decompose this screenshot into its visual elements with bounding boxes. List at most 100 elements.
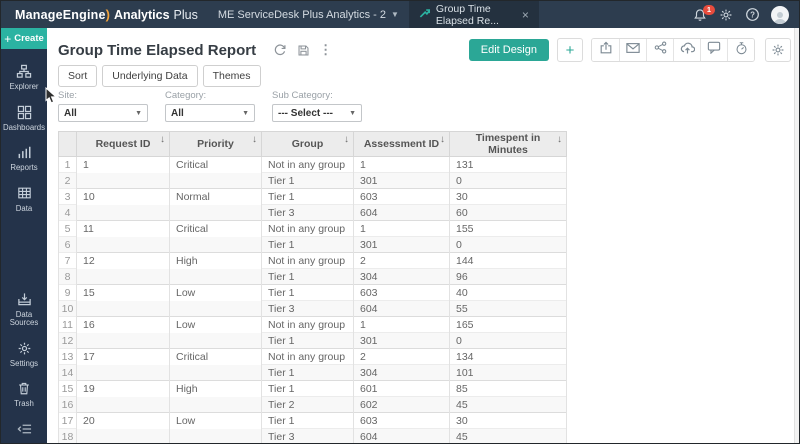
tab-close-icon[interactable]: × <box>521 7 529 22</box>
assessment-id-cell: 604 <box>353 204 450 221</box>
assessment-id-cell: 304 <box>353 268 450 285</box>
column-header-group[interactable]: Group ↓ <box>261 131 354 157</box>
table-row[interactable]: 15 19 High Tier 1 601 85 <box>58 380 567 397</box>
table-row[interactable]: 3 10 Normal Tier 1 603 30 <box>58 188 567 205</box>
notifications-button[interactable]: 1 <box>687 1 715 28</box>
sort-descending-icon[interactable]: ↓ <box>557 134 562 145</box>
timespent-cell: 0 <box>449 236 567 253</box>
filter-sub-category: Sub Category: --- Select --- ▼ <box>272 90 362 122</box>
assessment-id-cell: 603 <box>353 188 450 205</box>
column-header-request-id[interactable]: Request ID ↓ <box>76 131 170 157</box>
selected-value: All <box>64 107 77 119</box>
table-row[interactable]: 6 Tier 1 301 0 <box>58 236 567 253</box>
category-select[interactable]: All ▼ <box>165 104 255 122</box>
group-cell: Not in any group <box>261 220 354 237</box>
sidebar-item-settings[interactable]: Settings <box>1 334 47 375</box>
help-button[interactable]: ? <box>739 1 765 28</box>
group-cell: Tier 3 <box>261 300 354 317</box>
request-id-cell <box>76 204 170 221</box>
sort-descending-icon[interactable]: ↓ <box>252 134 257 145</box>
selected-value: --- Select --- <box>278 107 333 119</box>
table-row[interactable]: 13 17 Critical Not in any group 2 134 <box>58 348 567 365</box>
table-row[interactable]: 18 Tier 3 604 45 <box>58 428 567 443</box>
themes-button[interactable]: Themes <box>202 65 261 87</box>
sort-descending-icon[interactable]: ↓ <box>160 134 165 145</box>
user-avatar[interactable] <box>771 5 789 24</box>
save-icon[interactable] <box>297 43 310 57</box>
group-cell: Tier 2 <box>261 396 354 413</box>
table-row[interactable]: 11 16 Low Not in any group 1 165 <box>58 316 567 333</box>
assessment-id-cell: 301 <box>353 236 450 253</box>
row-number-cell: 3 <box>58 188 77 205</box>
refresh-icon[interactable] <box>273 43 287 57</box>
workspace-dropdown[interactable]: ME ServiceDesk Plus Analytics - 2 ▼ <box>208 1 409 28</box>
admin-gear-button[interactable] <box>713 1 739 28</box>
edit-design-button[interactable]: Edit Design <box>468 39 549 61</box>
table-row[interactable]: 10 Tier 3 604 55 <box>58 300 567 317</box>
manageengine-logo: ManageEngine) Analytics Plus <box>1 7 208 22</box>
site-select[interactable]: All ▼ <box>58 104 148 122</box>
row-number-cell: 17 <box>58 412 77 429</box>
row-number-cell: 4 <box>58 204 77 221</box>
table-row[interactable]: 1 1 Critical Not in any group 1 131 <box>58 156 567 173</box>
page-title: Group Time Elapsed Report <box>58 41 257 59</box>
export-button[interactable] <box>592 39 619 61</box>
main-content: Group Time Elapsed Report ⋮ Edit Design … <box>47 28 799 443</box>
row-number-cell: 9 <box>58 284 77 301</box>
table-row[interactable]: 7 12 High Not in any group 2 144 <box>58 252 567 269</box>
table-row[interactable]: 5 11 Critical Not in any group 1 155 <box>58 220 567 237</box>
assessment-id-cell: 603 <box>353 284 450 301</box>
priority-cell: Critical <box>169 156 262 173</box>
sort-descending-icon[interactable]: ↓ <box>344 134 349 145</box>
group-cell: Not in any group <box>261 252 354 269</box>
report-settings-button[interactable] <box>765 38 791 62</box>
table-row[interactable]: 2 Tier 1 301 0 <box>58 172 567 189</box>
row-number-cell: 15 <box>58 380 77 397</box>
logo-swoosh-icon: ) <box>105 7 110 22</box>
timespent-cell: 85 <box>449 380 567 397</box>
timespent-cell: 165 <box>449 316 567 333</box>
table-row[interactable]: 12 Tier 1 301 0 <box>58 332 567 349</box>
create-button[interactable]: + Create <box>1 28 47 49</box>
add-view-button[interactable]: + <box>557 38 583 62</box>
sidebar-item-reports[interactable]: Reports <box>1 138 47 179</box>
table-row[interactable]: 4 Tier 3 604 60 <box>58 204 567 221</box>
table-row[interactable]: 14 Tier 1 304 101 <box>58 364 567 381</box>
sidebar-item-trash[interactable]: Trash <box>1 374 47 415</box>
svg-text:?: ? <box>750 10 755 19</box>
table-row[interactable]: 8 Tier 1 304 96 <box>58 268 567 285</box>
tab-group-time-elapsed-report[interactable]: Group Time Elapsed Re... × <box>408 1 539 28</box>
mail-button[interactable] <box>619 39 646 61</box>
table-row[interactable]: 9 15 Low Tier 1 603 40 <box>58 284 567 301</box>
timer-button[interactable] <box>727 39 754 61</box>
request-id-cell: 12 <box>76 252 170 269</box>
reports-icon <box>17 145 32 161</box>
collapse-sidebar-button[interactable] <box>1 415 47 443</box>
sidebar-item-explorer[interactable]: Explorer <box>1 57 47 98</box>
comment-button[interactable] <box>700 39 727 61</box>
row-number-cell: 5 <box>58 220 77 237</box>
caret-down-icon: ▼ <box>242 109 249 117</box>
table-row[interactable]: 16 Tier 2 602 45 <box>58 396 567 413</box>
column-header-assessment-id[interactable]: Assessment ID ↓ <box>353 131 450 157</box>
underlying-data-button[interactable]: Underlying Data <box>102 65 198 87</box>
sidebar-item-data-sources[interactable]: Data Sources <box>1 285 47 334</box>
column-header-priority[interactable]: Priority ↓ <box>169 131 262 157</box>
request-id-cell: 10 <box>76 188 170 205</box>
request-id-cell: 1 <box>76 156 170 173</box>
request-id-cell <box>76 268 170 285</box>
sort-descending-icon[interactable]: ↓ <box>440 134 445 145</box>
sub-category-select[interactable]: --- Select --- ▼ <box>272 104 362 122</box>
share-button[interactable] <box>646 39 673 61</box>
sort-button[interactable]: Sort <box>58 65 98 87</box>
sidebar-item-data[interactable]: Data <box>1 179 47 220</box>
vertical-scrollbar[interactable] <box>794 28 799 443</box>
timespent-cell: 30 <box>449 188 567 205</box>
timespent-cell: 134 <box>449 348 567 365</box>
table-row[interactable]: 17 20 Low Tier 1 603 30 <box>58 412 567 429</box>
column-header-timespent-in-minutes[interactable]: Timespent in Minutes ↓ <box>449 131 567 157</box>
column-header-rownum <box>58 131 77 157</box>
more-options-icon[interactable]: ⋮ <box>319 42 333 57</box>
sidebar-item-dashboards[interactable]: Dashboards <box>1 98 47 139</box>
upload-button[interactable] <box>673 39 700 61</box>
